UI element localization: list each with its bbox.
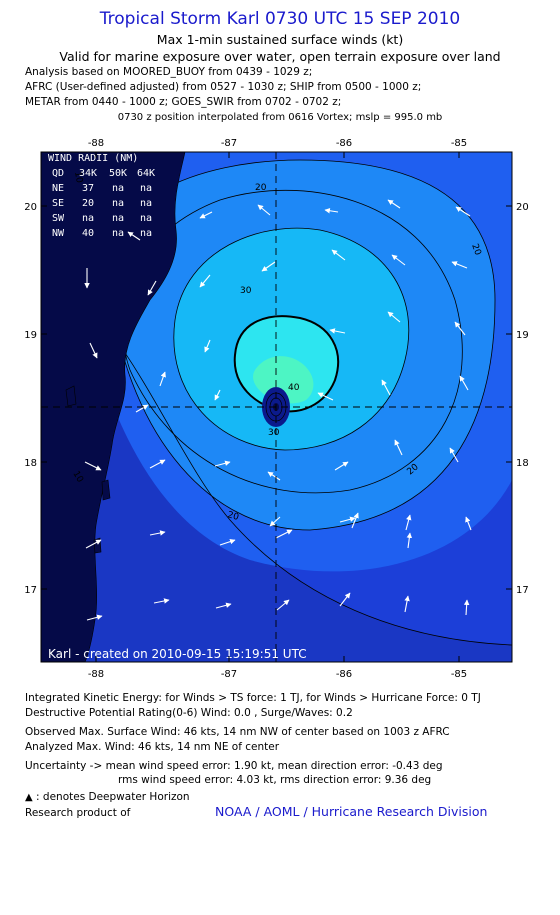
lat-tick: 17: [24, 585, 37, 596]
map-frame: [40, 151, 513, 663]
lon-tick: -86: [336, 138, 352, 149]
tick-marks: [41, 152, 512, 662]
analyzed-max-wind-line: Analyzed Max. Wind: 46 kts, 14 nm NE of …: [25, 741, 280, 753]
wind-radii-cell: SE: [52, 198, 64, 209]
latitude-ticks-right: 20 19 18 17: [516, 202, 529, 596]
wind-radii-cell: na: [82, 213, 94, 224]
uncertainty-line-2: rms wind speed error: 4.03 kt, rms direc…: [118, 774, 432, 786]
lon-tick: -87: [221, 138, 237, 149]
position-line: 0730 z position interpolated from 0616 V…: [117, 112, 443, 123]
lat-tick: 20: [516, 202, 529, 213]
lat-tick: 20: [24, 202, 37, 213]
wind-radii-cell: na: [112, 183, 124, 194]
longitude-ticks-bottom: -88 -87 -86 -85: [88, 669, 467, 680]
wind-radii-cell: NE: [52, 183, 64, 194]
wind-radii-row: NE 37 na na: [52, 183, 152, 194]
wind-radii-cell: 37: [82, 183, 94, 194]
wind-radii-title: WIND RADII (NM): [48, 153, 138, 164]
wind-band-sub10: [41, 275, 512, 662]
lon-tick: -88: [88, 669, 104, 680]
ike-line: Integrated Kinetic Energy: for Winds > T…: [25, 692, 481, 704]
lon-tick: -87: [221, 669, 237, 680]
wind-radii-header-cell: 50K: [109, 168, 127, 179]
contour-label: 30: [268, 428, 280, 438]
analysis-line-1: Analysis based on MOORED_BUOY from 0439 …: [25, 66, 313, 78]
lon-tick: -85: [451, 138, 467, 149]
destructive-potential-line: Destructive Potential Rating(0-6) Wind: …: [25, 707, 353, 719]
lat-tick: 17: [516, 585, 529, 596]
contour-label: 10: [72, 171, 84, 184]
wind-radii-cell: na: [140, 228, 152, 239]
wind-radii-table: WIND RADII (NM) QD 34K 50K 64K NE 37 na …: [48, 153, 155, 239]
research-label: Research product of: [25, 807, 131, 819]
wind-radii-cell: na: [112, 198, 124, 209]
contour-label: 40: [288, 383, 300, 393]
lon-tick: -85: [451, 669, 467, 680]
analysis-line-3: METAR from 0440 - 1000 z; GOES_SWIR from…: [25, 96, 342, 108]
lat-tick: 18: [24, 458, 37, 469]
uncertainty-line-1: Uncertainty -> mean wind speed error: 1.…: [25, 760, 443, 772]
lat-tick: 19: [24, 330, 37, 341]
wind-radii-header-cell: QD: [52, 168, 64, 179]
lon-tick: -86: [336, 669, 352, 680]
noaa-credit: NOAA / AOML / Hurricane Research Divisio…: [215, 804, 488, 819]
lat-tick: 19: [516, 330, 529, 341]
wind-radii-cell: 20: [82, 198, 94, 209]
wind-radii-row: SW na na na: [52, 213, 152, 224]
contour-label: 20: [226, 510, 240, 523]
wind-radii-cell: na: [112, 213, 124, 224]
wind-radii-cell: NW: [52, 228, 65, 239]
observed-max-wind-line: Observed Max. Surface Wind: 46 kts, 14 n…: [25, 726, 450, 738]
latitude-ticks-left: 20 19 18 17: [24, 202, 37, 596]
wind-radii-cell: 40: [82, 228, 94, 239]
storm-crosshair: [41, 152, 512, 662]
wind-radii-header-cell: 64K: [137, 168, 155, 179]
legend-text: : denotes Deepwater Horizon: [36, 791, 190, 803]
wind-radii-row: NW 40 na na: [52, 228, 152, 239]
map-title: Tropical Storm Karl 0730 UTC 15 SEP 2010: [99, 9, 461, 29]
wind-field-map: -88 -87 -86 -85 -88 -87 -86 -85 20 19 18…: [24, 138, 529, 680]
wind-radii-cell: na: [140, 198, 152, 209]
deepwater-horizon-icon: ▲: [25, 792, 33, 803]
wind-radii-cell: na: [112, 228, 124, 239]
wind-radii-cell: na: [140, 183, 152, 194]
wind-vectors: [84, 199, 472, 621]
map-subtitle-exposure: Valid for marine exposure over water, op…: [59, 49, 501, 64]
map-subtitle-winds: Max 1-min sustained surface winds (kt): [156, 32, 404, 47]
wind-radii-cell: SW: [52, 213, 65, 224]
created-timestamp: Karl - created on 2010-09-15 15:19:51 UT…: [48, 647, 307, 661]
legend-deepwater-horizon: ▲ : denotes Deepwater Horizon: [25, 791, 190, 803]
wind-radii-row: SE 20 na na: [52, 198, 152, 209]
wind-radii-header-cell: 34K: [79, 168, 97, 179]
contour-label: 20: [469, 243, 482, 257]
wind-radii-cell: na: [140, 213, 152, 224]
analysis-line-2: AFRC (User-defined adjusted) from 0527 -…: [25, 81, 422, 93]
longitude-ticks-top: -88 -87 -86 -85: [88, 138, 467, 149]
lat-tick: 18: [516, 458, 529, 469]
contour-label: 20: [255, 183, 267, 193]
contour-label: 30: [240, 286, 252, 296]
lon-tick: -88: [88, 138, 104, 149]
wind-radii-header: QD 34K 50K 64K: [52, 168, 155, 179]
